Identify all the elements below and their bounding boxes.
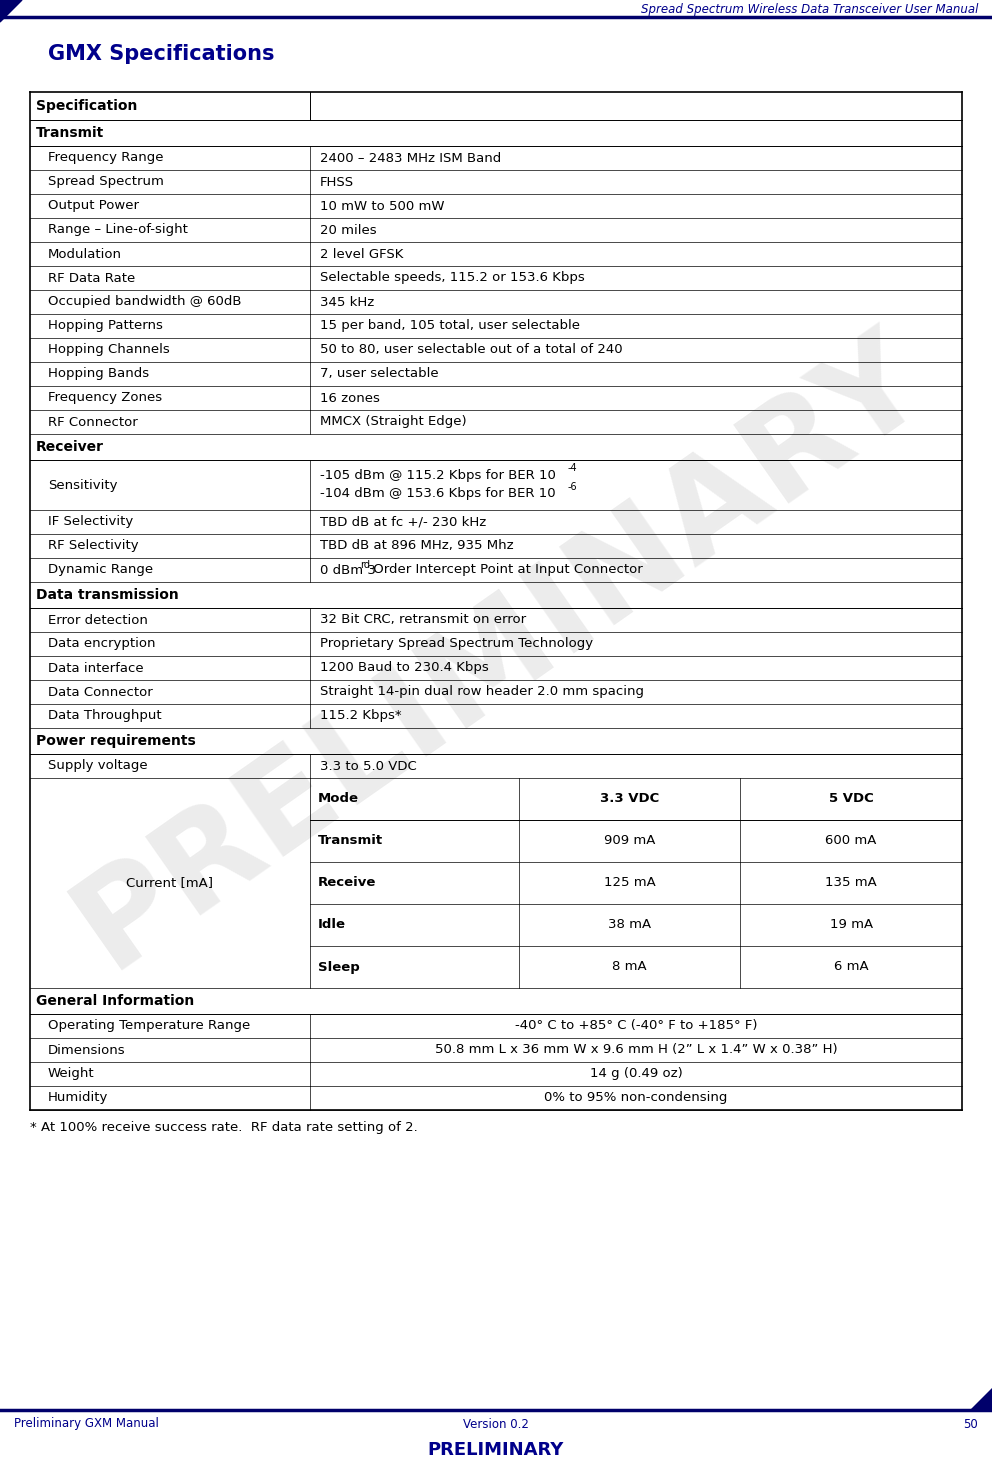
Text: IF Selectivity: IF Selectivity (48, 515, 133, 528)
Text: TBD dB at fc +/- 230 kHz: TBD dB at fc +/- 230 kHz (320, 515, 486, 528)
Text: Error detection: Error detection (48, 614, 148, 627)
Text: Mode: Mode (318, 792, 359, 805)
Text: 2400 – 2483 MHz ISM Band: 2400 – 2483 MHz ISM Band (320, 152, 501, 165)
Text: Specification: Specification (36, 99, 137, 113)
Text: 20 miles: 20 miles (320, 224, 377, 237)
Text: Hopping Patterns: Hopping Patterns (48, 319, 163, 333)
Text: 50: 50 (963, 1418, 978, 1431)
Text: -6: -6 (568, 481, 577, 492)
Text: 3.3 VDC: 3.3 VDC (600, 792, 659, 805)
Text: Sleep: Sleep (318, 961, 360, 973)
Text: 7, user selectable: 7, user selectable (320, 368, 438, 380)
Text: Data encryption: Data encryption (48, 637, 156, 651)
Text: Transmit: Transmit (36, 127, 104, 140)
Polygon shape (970, 1388, 992, 1410)
Text: Frequency Zones: Frequency Zones (48, 392, 162, 405)
Text: 125 mA: 125 mA (603, 876, 656, 889)
Text: 135 mA: 135 mA (825, 876, 877, 889)
Text: RF Selectivity: RF Selectivity (48, 540, 139, 552)
Text: 1200 Baud to 230.4 Kbps: 1200 Baud to 230.4 Kbps (320, 661, 489, 674)
Text: 0% to 95% non-condensing: 0% to 95% non-condensing (545, 1092, 728, 1104)
Text: -40° C to +85° C (-40° F to +185° F): -40° C to +85° C (-40° F to +185° F) (515, 1020, 757, 1032)
Text: TBD dB at 896 MHz, 935 Mhz: TBD dB at 896 MHz, 935 Mhz (320, 540, 514, 552)
Text: Output Power: Output Power (48, 200, 139, 212)
Text: 2 level GFSK: 2 level GFSK (320, 247, 404, 261)
Text: PRELIMINARY: PRELIMINARY (52, 312, 948, 992)
Text: 19 mA: 19 mA (829, 919, 873, 932)
Text: Preliminary GXM Manual: Preliminary GXM Manual (14, 1418, 159, 1431)
Text: 10 mW to 500 mW: 10 mW to 500 mW (320, 200, 444, 212)
Text: Sensitivity: Sensitivity (48, 478, 117, 492)
Text: Power requirements: Power requirements (36, 735, 195, 748)
Text: Supply voltage: Supply voltage (48, 760, 148, 773)
Text: FHSS: FHSS (320, 175, 354, 188)
Text: Dimensions: Dimensions (48, 1044, 126, 1057)
Text: Idle: Idle (318, 919, 346, 932)
Text: -105 dBm @ 115.2 Kbps for BER 10: -105 dBm @ 115.2 Kbps for BER 10 (320, 468, 556, 481)
Text: RF Connector: RF Connector (48, 415, 138, 428)
Text: Order Intercept Point at Input Connector: Order Intercept Point at Input Connector (369, 564, 643, 577)
Text: Operating Temperature Range: Operating Temperature Range (48, 1020, 250, 1032)
Text: Current [mA]: Current [mA] (127, 876, 213, 889)
Text: Range – Line-of-sight: Range – Line-of-sight (48, 224, 187, 237)
Text: 3.3 to 5.0 VDC: 3.3 to 5.0 VDC (320, 760, 417, 773)
Text: PRELIMINARY: PRELIMINARY (428, 1441, 564, 1459)
Text: Occupied bandwidth @ 60dB: Occupied bandwidth @ 60dB (48, 296, 241, 309)
Text: 6 mA: 6 mA (834, 961, 868, 973)
Text: 15 per band, 105 total, user selectable: 15 per band, 105 total, user selectable (320, 319, 580, 333)
Text: 909 mA: 909 mA (604, 835, 655, 848)
Text: General Information: General Information (36, 994, 194, 1008)
Text: Data Throughput: Data Throughput (48, 710, 162, 723)
Text: 5 VDC: 5 VDC (828, 792, 874, 805)
Text: Version 0.2: Version 0.2 (463, 1418, 529, 1431)
Text: Hopping Channels: Hopping Channels (48, 343, 170, 356)
Text: 50.8 mm L x 36 mm W x 9.6 mm H (2” L x 1.4” W x 0.38” H): 50.8 mm L x 36 mm W x 9.6 mm H (2” L x 1… (434, 1044, 837, 1057)
Text: 8 mA: 8 mA (612, 961, 647, 973)
Text: Spread Spectrum: Spread Spectrum (48, 175, 164, 188)
Text: 50 to 80, user selectable out of a total of 240: 50 to 80, user selectable out of a total… (320, 343, 623, 356)
Text: Hopping Bands: Hopping Bands (48, 368, 149, 380)
Text: Data interface: Data interface (48, 661, 144, 674)
Text: Receive: Receive (318, 876, 376, 889)
Text: Selectable speeds, 115.2 or 153.6 Kbps: Selectable speeds, 115.2 or 153.6 Kbps (320, 271, 584, 284)
Text: Weight: Weight (48, 1067, 94, 1080)
Text: 38 mA: 38 mA (608, 919, 651, 932)
Text: MMCX (Straight Edge): MMCX (Straight Edge) (320, 415, 466, 428)
Text: Receiver: Receiver (36, 440, 104, 453)
Text: 32 Bit CRC, retransmit on error: 32 Bit CRC, retransmit on error (320, 614, 526, 627)
Text: 345 kHz: 345 kHz (320, 296, 374, 309)
Text: -4: -4 (568, 464, 577, 473)
Text: Modulation: Modulation (48, 247, 122, 261)
Text: Data Connector: Data Connector (48, 686, 153, 699)
Text: Spread Spectrum Wireless Data Transceiver User Manual: Spread Spectrum Wireless Data Transceive… (641, 3, 978, 16)
Text: Straight 14-pin dual row header 2.0 mm spacing: Straight 14-pin dual row header 2.0 mm s… (320, 686, 644, 699)
Text: 600 mA: 600 mA (825, 835, 877, 848)
Text: Dynamic Range: Dynamic Range (48, 564, 153, 577)
Text: 16 zones: 16 zones (320, 392, 380, 405)
Text: 14 g (0.49 oz): 14 g (0.49 oz) (589, 1067, 682, 1080)
Text: Data transmission: Data transmission (36, 587, 179, 602)
Text: 0 dBm 3: 0 dBm 3 (320, 564, 376, 577)
Text: -104 dBm @ 153.6 Kbps for BER 10: -104 dBm @ 153.6 Kbps for BER 10 (320, 487, 556, 500)
Polygon shape (0, 0, 22, 22)
Text: rd: rd (361, 559, 371, 570)
Text: * At 100% receive success rate.  RF data rate setting of 2.: * At 100% receive success rate. RF data … (30, 1122, 418, 1135)
Text: Frequency Range: Frequency Range (48, 152, 164, 165)
Text: Transmit: Transmit (318, 835, 383, 848)
Text: RF Data Rate: RF Data Rate (48, 271, 135, 284)
Text: GMX Specifications: GMX Specifications (48, 44, 275, 63)
Text: Proprietary Spread Spectrum Technology: Proprietary Spread Spectrum Technology (320, 637, 593, 651)
Text: 115.2 Kbps*: 115.2 Kbps* (320, 710, 402, 723)
Text: Humidity: Humidity (48, 1092, 108, 1104)
